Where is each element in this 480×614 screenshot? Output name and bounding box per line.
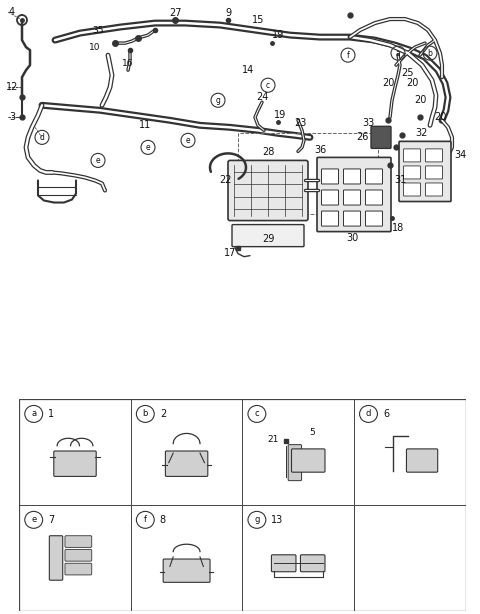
FancyBboxPatch shape bbox=[291, 449, 325, 472]
FancyBboxPatch shape bbox=[425, 183, 443, 196]
Text: a: a bbox=[396, 49, 400, 58]
Text: 12: 12 bbox=[6, 82, 18, 92]
Bar bbox=[238, 133, 378, 214]
Text: 20: 20 bbox=[406, 78, 418, 88]
FancyBboxPatch shape bbox=[404, 183, 420, 196]
FancyBboxPatch shape bbox=[371, 126, 391, 149]
FancyBboxPatch shape bbox=[54, 451, 96, 476]
FancyBboxPatch shape bbox=[399, 141, 451, 201]
FancyBboxPatch shape bbox=[65, 550, 92, 561]
Text: 3: 3 bbox=[9, 112, 15, 122]
Text: 25: 25 bbox=[402, 68, 414, 78]
FancyBboxPatch shape bbox=[407, 449, 438, 472]
FancyBboxPatch shape bbox=[65, 563, 92, 575]
Text: 6: 6 bbox=[383, 409, 389, 419]
Text: 30: 30 bbox=[346, 233, 358, 243]
FancyBboxPatch shape bbox=[322, 211, 338, 226]
FancyBboxPatch shape bbox=[344, 169, 360, 184]
FancyBboxPatch shape bbox=[344, 190, 360, 205]
Text: 27: 27 bbox=[169, 8, 181, 18]
FancyBboxPatch shape bbox=[425, 149, 443, 162]
Text: f: f bbox=[144, 515, 147, 524]
FancyBboxPatch shape bbox=[365, 211, 383, 226]
Text: 7: 7 bbox=[48, 515, 54, 525]
FancyBboxPatch shape bbox=[228, 160, 308, 220]
Text: 26: 26 bbox=[356, 133, 368, 142]
FancyBboxPatch shape bbox=[404, 166, 420, 179]
Text: d: d bbox=[366, 410, 371, 418]
Text: e: e bbox=[96, 156, 100, 165]
Text: g: g bbox=[254, 515, 260, 524]
Text: c: c bbox=[254, 410, 259, 418]
Text: b: b bbox=[428, 49, 432, 58]
FancyBboxPatch shape bbox=[65, 536, 92, 548]
FancyBboxPatch shape bbox=[49, 536, 63, 580]
FancyBboxPatch shape bbox=[322, 190, 338, 205]
Text: 22: 22 bbox=[219, 176, 231, 185]
Text: 1: 1 bbox=[48, 409, 54, 419]
FancyBboxPatch shape bbox=[163, 559, 210, 582]
Text: 29: 29 bbox=[262, 233, 274, 244]
Text: 19: 19 bbox=[272, 30, 284, 40]
Text: a: a bbox=[31, 410, 36, 418]
FancyBboxPatch shape bbox=[300, 555, 325, 572]
Text: e: e bbox=[146, 143, 150, 152]
Text: 19: 19 bbox=[274, 111, 286, 120]
Text: 21: 21 bbox=[267, 435, 278, 444]
Text: b: b bbox=[143, 410, 148, 418]
Text: 36: 36 bbox=[314, 146, 326, 155]
Text: e: e bbox=[186, 136, 190, 145]
Text: 20: 20 bbox=[382, 78, 394, 88]
Text: 13: 13 bbox=[271, 515, 284, 525]
Text: 33: 33 bbox=[362, 119, 374, 128]
Text: 20: 20 bbox=[414, 95, 426, 105]
FancyBboxPatch shape bbox=[322, 169, 338, 184]
Text: 16: 16 bbox=[122, 59, 134, 68]
FancyBboxPatch shape bbox=[404, 149, 420, 162]
FancyBboxPatch shape bbox=[344, 211, 360, 226]
FancyBboxPatch shape bbox=[317, 157, 391, 231]
Text: 20: 20 bbox=[434, 112, 446, 122]
FancyBboxPatch shape bbox=[365, 190, 383, 205]
Text: 31: 31 bbox=[394, 176, 406, 185]
Text: 4: 4 bbox=[9, 7, 15, 17]
Text: 5: 5 bbox=[310, 429, 315, 438]
Text: g: g bbox=[216, 96, 220, 105]
FancyBboxPatch shape bbox=[425, 166, 443, 179]
Text: 2: 2 bbox=[160, 409, 166, 419]
Text: 9: 9 bbox=[225, 8, 231, 18]
FancyBboxPatch shape bbox=[232, 225, 304, 247]
Text: f: f bbox=[347, 50, 349, 60]
Text: 18: 18 bbox=[392, 223, 404, 233]
Text: c: c bbox=[266, 80, 270, 90]
FancyBboxPatch shape bbox=[166, 451, 208, 476]
Text: 14: 14 bbox=[242, 65, 254, 75]
Text: 17: 17 bbox=[224, 247, 236, 258]
FancyBboxPatch shape bbox=[365, 169, 383, 184]
Text: 11: 11 bbox=[139, 120, 151, 130]
Text: 35: 35 bbox=[92, 26, 104, 34]
FancyBboxPatch shape bbox=[288, 445, 301, 481]
Text: 24: 24 bbox=[256, 92, 268, 103]
Text: d: d bbox=[39, 133, 45, 142]
Text: 23: 23 bbox=[294, 119, 306, 128]
Text: 32: 32 bbox=[416, 128, 428, 138]
Text: 34: 34 bbox=[454, 150, 466, 160]
Text: e: e bbox=[31, 515, 36, 524]
Text: 10: 10 bbox=[89, 42, 101, 52]
Text: 15: 15 bbox=[252, 15, 264, 25]
Text: 28: 28 bbox=[262, 147, 274, 157]
FancyBboxPatch shape bbox=[271, 555, 296, 572]
Text: 8: 8 bbox=[160, 515, 166, 525]
